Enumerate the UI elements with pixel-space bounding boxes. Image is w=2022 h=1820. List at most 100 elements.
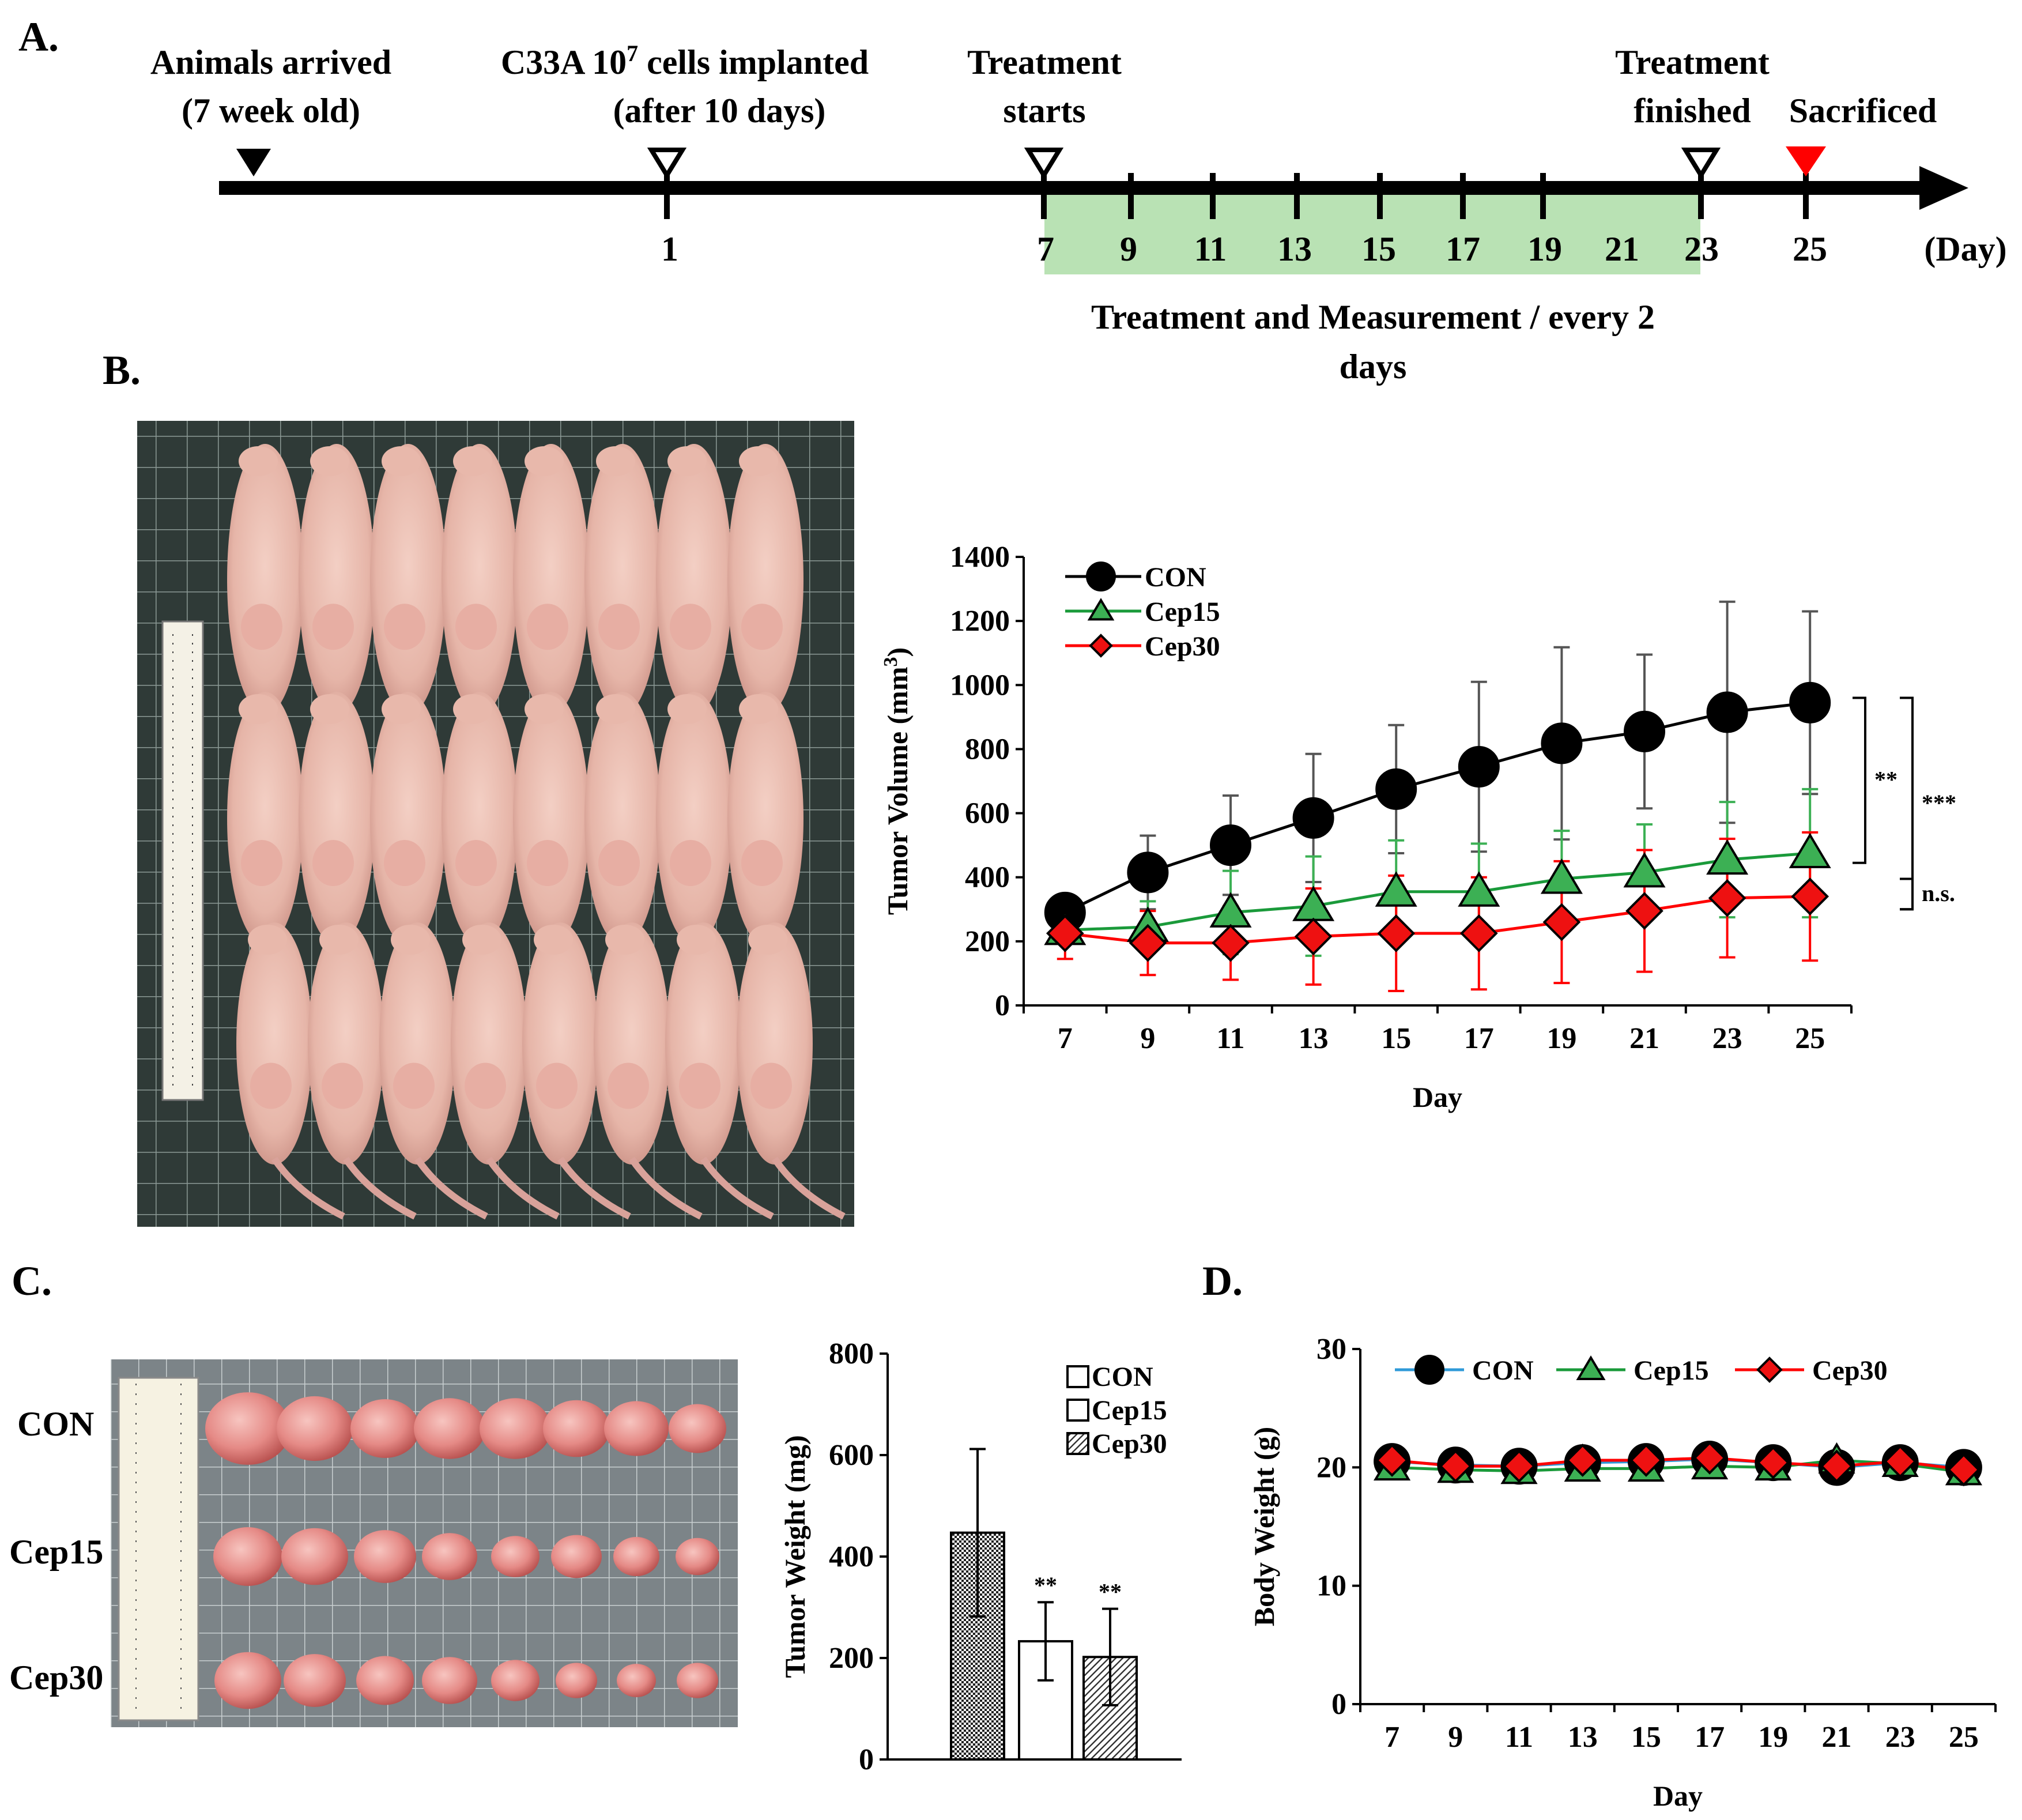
mouse-head (596, 446, 635, 476)
event-sacrificed-line1: Sacrificed (1789, 92, 1937, 130)
day-unit-label: (Day) (1924, 230, 2006, 268)
legend-label-cep30: Cep30 (1812, 1355, 1888, 1386)
x-tick-label: 15 (1631, 1721, 1661, 1754)
data-point-con (1706, 691, 1748, 733)
x-axis-title: Day (1413, 1081, 1462, 1113)
tumor (414, 1398, 485, 1459)
mouse-tumor (322, 1062, 363, 1109)
legend-marker (1087, 598, 1115, 621)
data-point-cep30 (1377, 914, 1416, 952)
panel-c: C. CON Cep15 Cep30 0 200 400 600 800 Tumor We… (9, 1258, 1182, 1776)
mouse (308, 922, 384, 1165)
mouse-head (748, 925, 787, 955)
mouse (584, 444, 661, 715)
data-point-cep30 (1129, 924, 1167, 962)
timeline-arrowhead (1919, 166, 1968, 210)
event-arrived-line2: (7 week old) (182, 92, 360, 130)
y-tick-label: 0 (859, 1743, 874, 1776)
tumor (669, 1404, 726, 1453)
data-point-cep30 (1625, 892, 1663, 930)
x-tick-label: 23 (1712, 1022, 1742, 1055)
mouse-head (739, 694, 778, 724)
mouse (442, 692, 518, 945)
start-marker (1024, 148, 1064, 180)
data-point-cep30 (1212, 924, 1250, 962)
data-point-con (1541, 722, 1583, 764)
data-point-cep15 (1458, 871, 1500, 907)
tick-day-1 (664, 173, 670, 219)
mouse-head (239, 446, 278, 476)
y-tick-label: 800 (829, 1337, 874, 1370)
mouse (370, 444, 446, 715)
tumor (284, 1654, 346, 1707)
mouse (236, 922, 312, 1165)
tumor (491, 1660, 540, 1701)
mouse-head (391, 925, 430, 955)
x-tick-label: 21 (1822, 1721, 1852, 1754)
mouse-tail (486, 1156, 560, 1220)
row-label-cep15: Cep15 (9, 1533, 103, 1571)
tumors (205, 1392, 726, 1709)
mouse-head (462, 925, 501, 955)
tumor-volume-chart: 0 200 400 600 800 1000 1200 1400 7 9 11 13 15 17 19 21 2… (880, 541, 1956, 1113)
event-finish-line1: Treatment (1615, 43, 1770, 81)
x-tick-label: 9 (1140, 1022, 1155, 1055)
significance-bracket-cep15-cep30-label: n.s. (1922, 880, 1955, 906)
mouse-tumor (384, 604, 425, 650)
y-tick-label: 1200 (950, 605, 1010, 638)
mouse (522, 922, 598, 1165)
mouse-tumor (241, 604, 282, 650)
data-point-con (1292, 797, 1334, 839)
legend-label-cep15: Cep15 (1634, 1355, 1709, 1386)
day-label: 11 (1194, 230, 1227, 268)
significance-bracket-con-cep15 (1853, 696, 1866, 864)
mouse-tumor (536, 1062, 578, 1109)
mouse-tumor (598, 840, 640, 886)
series-line-cep30 (1391, 1456, 1964, 1471)
y-tick-label: 800 (965, 733, 1010, 766)
arrived-marker (236, 149, 271, 176)
mouse-tail (414, 1156, 488, 1220)
mouse-head (239, 694, 278, 724)
sacrifice-marker (1786, 146, 1826, 176)
timeline-bar (219, 181, 1925, 195)
data-point-con (1458, 745, 1500, 787)
data-point-con (1624, 710, 1665, 752)
data-point-cep30 (1459, 914, 1498, 952)
tumor (422, 1657, 477, 1704)
x-tick-label: 19 (1546, 1022, 1576, 1055)
x-tick-label: 15 (1381, 1022, 1411, 1055)
mouse-head (534, 925, 573, 955)
day-label: 15 (1361, 230, 1396, 268)
y-tick-label: 30 (1316, 1333, 1346, 1366)
y-axis-title: Tumor Weight (mg) (779, 1435, 811, 1678)
data-point-cep30 (1883, 1445, 1917, 1478)
tumor (356, 1656, 414, 1705)
day-label: 25 (1793, 230, 1827, 268)
mouse-tumor (393, 1062, 435, 1109)
mouse-tumor (527, 840, 568, 886)
mouse (299, 692, 375, 945)
x-tick-label: 21 (1629, 1022, 1659, 1055)
treatment-band (1044, 194, 1700, 274)
data-point-cep30 (1502, 1449, 1536, 1483)
x-tick-label: 11 (1216, 1022, 1244, 1055)
timeline-markers (236, 146, 1826, 180)
tumor (543, 1400, 610, 1457)
significance-bracket-con-cep30 (1900, 696, 1914, 911)
event-arrived-line1: Animals arrived (150, 43, 391, 81)
significance-bracket-con-cep30-label: *** (1922, 790, 1956, 816)
day-label: 9 (1120, 230, 1137, 268)
mouse (737, 922, 813, 1165)
tumor (205, 1392, 291, 1465)
tumor (556, 1663, 597, 1698)
significance-label: ** (1034, 1572, 1057, 1598)
data-point-con (1789, 681, 1831, 724)
legend-swatch (1066, 1432, 1089, 1455)
data-point-cep30 (1294, 917, 1333, 956)
tumor (677, 1663, 718, 1698)
panel-a: A. Animals arrived (7 week old) C33A 107… (18, 14, 2007, 386)
tick-day-23 (1698, 173, 1704, 219)
mouse-tumor (250, 1062, 292, 1109)
mouse-head (596, 694, 635, 724)
